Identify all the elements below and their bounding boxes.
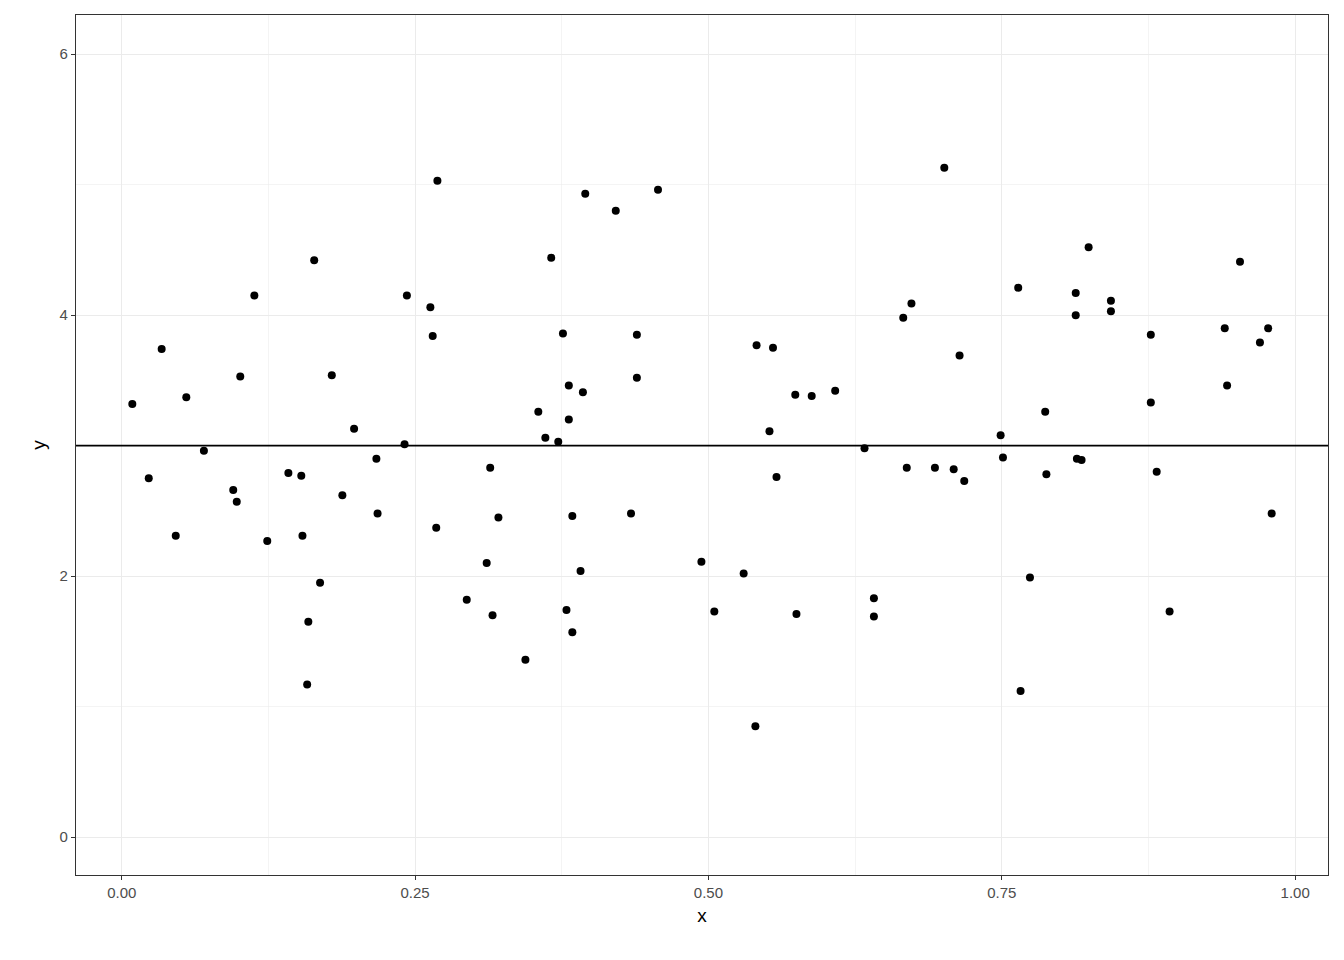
svg-text:2: 2: [60, 567, 68, 584]
svg-text:0.00: 0.00: [107, 884, 136, 901]
svg-text:0.25: 0.25: [401, 884, 430, 901]
svg-text:1.00: 1.00: [1281, 884, 1310, 901]
svg-text:0: 0: [60, 828, 68, 845]
svg-text:0.75: 0.75: [987, 884, 1016, 901]
svg-text:x: x: [697, 905, 707, 926]
svg-text:4: 4: [60, 306, 68, 323]
svg-text:6: 6: [60, 45, 68, 62]
svg-text:0.50: 0.50: [694, 884, 723, 901]
svg-text:y: y: [28, 440, 49, 450]
